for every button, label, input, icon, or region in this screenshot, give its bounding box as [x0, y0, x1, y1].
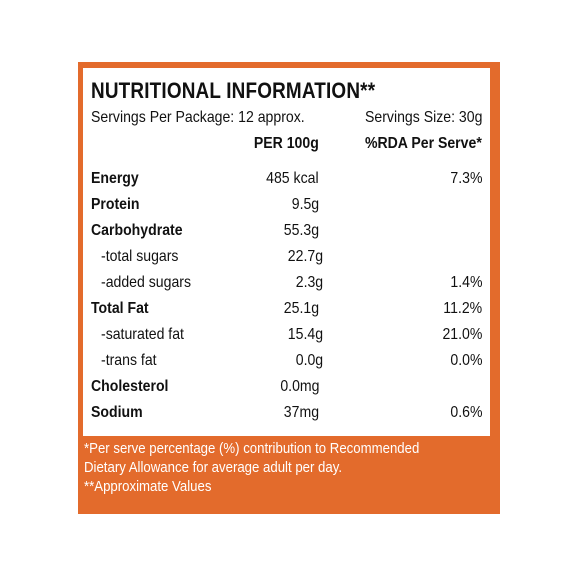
row-per100-sodium: 37mg — [283, 404, 319, 421]
row-label-protein: Protein — [91, 196, 140, 213]
table-row: Energy 485 kcal 7.3% — [91, 166, 482, 192]
row-rda-trans-fat: 0.0% — [449, 352, 482, 369]
nutrition-title: NUTRITIONAL INFORMATION** — [91, 78, 376, 103]
row-label-energy: Energy — [91, 170, 139, 187]
table-row: -saturated fat 15.4g 21.0% — [91, 322, 482, 348]
nutrition-table: PER 100g %RDA Per Serve* Energy 485 kcal… — [91, 132, 482, 426]
row-per100-total-sugars: 22.7g — [287, 248, 324, 265]
table-row: Cholesterol 0.0mg — [91, 374, 482, 400]
row-label-added-sugars: -added sugars — [101, 274, 192, 291]
row-per100-added-sugars: 2.3g — [295, 274, 324, 291]
row-rda-added-sugars: 1.4% — [449, 274, 482, 291]
footnote-rda-continued: Dietary Allowance for average adult per … — [84, 459, 343, 476]
footnotes: *Per serve percentage (%) contribution t… — [84, 439, 494, 496]
row-label-cholesterol: Cholesterol — [91, 378, 169, 395]
row-rda-carbohydrate — [319, 222, 482, 240]
footnote-rda: *Per serve percentage (%) contribution t… — [84, 440, 420, 457]
row-label-total-sugars: -total sugars — [101, 248, 179, 265]
row-label-sodium: Sodium — [91, 404, 143, 421]
header-per100: PER 100g — [254, 135, 319, 152]
row-rda-energy: 7.3% — [449, 170, 482, 187]
table-row: Sodium 37mg 0.6% — [91, 400, 482, 426]
row-label-total-fat: Total Fat — [91, 300, 149, 317]
row-rda-saturated-fat: 21.0% — [442, 326, 482, 343]
row-rda-total-sugars — [323, 248, 482, 266]
row-label-carbohydrate: Carbohydrate — [91, 222, 183, 239]
servings-per-package: Servings Per Package: 12 approx. — [91, 109, 305, 126]
table-row: Total Fat 25.1g 11.2% — [91, 296, 482, 322]
row-per100-cholesterol: 0.0mg — [279, 378, 319, 395]
nutrition-card: NUTRITIONAL INFORMATION** Servings Per P… — [83, 68, 490, 436]
row-per100-carbohydrate: 55.3g — [283, 222, 319, 239]
nutrition-panel: NUTRITIONAL INFORMATION** Servings Per P… — [78, 62, 500, 514]
table-header: PER 100g %RDA Per Serve* — [91, 132, 482, 156]
row-rda-cholesterol — [319, 378, 482, 396]
row-label-trans-fat: -trans fat — [101, 352, 157, 369]
table-row: -added sugars 2.3g 1.4% — [91, 270, 482, 296]
footnote-approximate: **Approximate Values — [84, 478, 212, 495]
servings-line: Servings Per Package: 12 approx. Serving… — [91, 108, 482, 128]
row-per100-energy: 485 kcal — [266, 170, 319, 187]
table-row: Carbohydrate 55.3g — [91, 218, 482, 244]
table-row: -total sugars 22.7g — [91, 244, 482, 270]
row-rda-sodium: 0.6% — [449, 404, 482, 421]
table-row: Protein 9.5g — [91, 192, 482, 218]
row-rda-protein — [319, 196, 482, 214]
row-per100-protein: 9.5g — [291, 196, 319, 213]
row-rda-total-fat: 11.2% — [443, 300, 482, 317]
row-per100-trans-fat: 0.0g — [295, 352, 324, 369]
row-per100-saturated-fat: 15.4g — [287, 326, 324, 343]
table-row: -trans fat 0.0g 0.0% — [91, 348, 482, 374]
serving-size: Servings Size: 30g — [364, 109, 482, 126]
row-per100-total-fat: 25.1g — [283, 300, 319, 317]
row-label-saturated-fat: -saturated fat — [101, 326, 184, 343]
header-rda: %RDA Per Serve* — [365, 135, 482, 152]
